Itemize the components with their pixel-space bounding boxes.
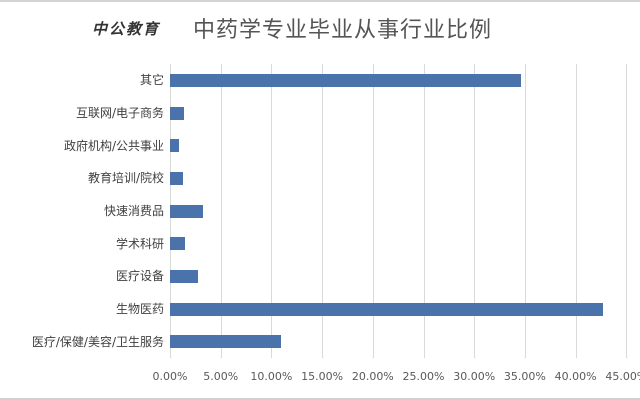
category-label: 学术科研 xyxy=(115,236,164,251)
gridline xyxy=(626,64,628,358)
bar xyxy=(170,204,204,218)
gridline xyxy=(271,64,273,358)
frame-bottom-border xyxy=(0,398,640,400)
x-tick-label: 30.00% xyxy=(453,370,496,383)
gridline xyxy=(372,64,374,358)
category-label: 其它 xyxy=(139,73,164,88)
gridline xyxy=(524,64,526,358)
category-label: 快速消费品 xyxy=(103,204,164,218)
category-label: 医疗设备 xyxy=(115,269,164,284)
category-label: 互联网/电子商务 xyxy=(75,106,164,120)
category-label: 政府机构/公共事业 xyxy=(63,138,164,153)
x-tick-label: 5.00% xyxy=(203,370,239,383)
bar xyxy=(170,171,184,185)
bar xyxy=(170,106,185,120)
x-tick-label: 0.00% xyxy=(152,370,188,383)
gridline xyxy=(423,64,425,358)
brand-logo: 中公教育 xyxy=(92,20,161,38)
category-label: 医疗/保健/美容/卫生服务 xyxy=(31,334,164,349)
bar xyxy=(170,302,603,316)
bar xyxy=(170,269,199,283)
gridline xyxy=(575,64,577,358)
bar xyxy=(170,335,281,349)
x-tick-label: 20.00% xyxy=(351,370,394,383)
category-label: 教育培训/院校 xyxy=(87,171,164,186)
x-tick-label: 15.00% xyxy=(301,370,344,383)
bar xyxy=(170,139,180,153)
x-tick-label: 35.00% xyxy=(503,370,546,383)
gridline xyxy=(220,64,222,358)
x-tick-label: 40.00% xyxy=(554,370,597,383)
x-tick-label: 10.00% xyxy=(250,370,293,383)
gridline xyxy=(322,64,324,358)
x-tick-label: 25.00% xyxy=(402,370,445,383)
bar xyxy=(170,73,521,87)
gridline xyxy=(474,64,476,358)
x-tick-label: 45.00% xyxy=(605,370,640,383)
chart-title: 中药学专业毕业从事行业比例 xyxy=(193,18,493,43)
plot-area xyxy=(170,64,640,358)
bar xyxy=(170,237,186,251)
category-label: 生物医药 xyxy=(115,302,164,316)
chart-header: 中公教育 中药学专业毕业从事行业比例 xyxy=(0,8,640,48)
frame-top-border xyxy=(0,0,640,2)
